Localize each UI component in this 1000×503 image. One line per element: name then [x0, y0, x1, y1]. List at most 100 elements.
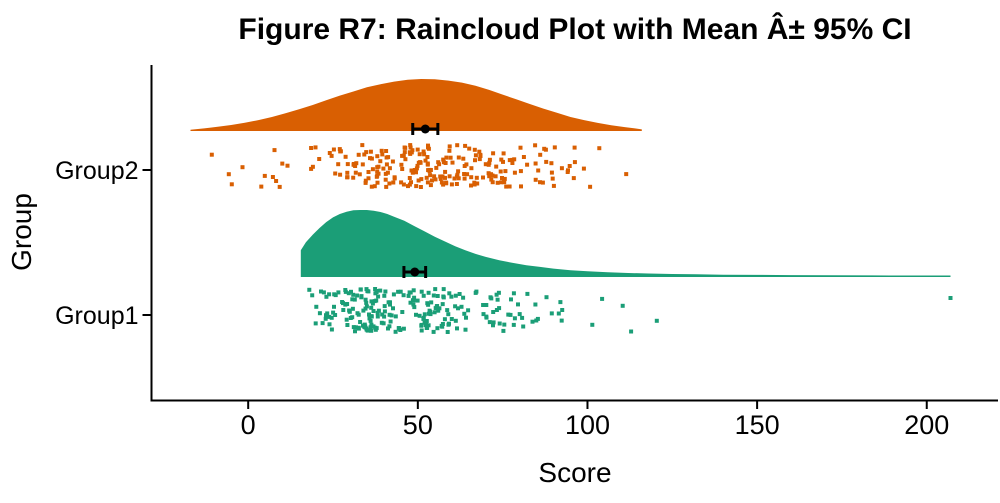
data-point — [378, 288, 383, 293]
data-point — [455, 326, 459, 331]
data-point — [422, 312, 427, 317]
x-tick-label: 50 — [403, 410, 433, 440]
data-point — [517, 312, 522, 317]
data-point — [369, 322, 374, 327]
data-point — [346, 291, 351, 296]
data-point — [376, 308, 381, 313]
chart-title: Figure R7: Raincloud Plot with Mean Â± 9… — [238, 13, 912, 46]
data-point — [491, 151, 496, 156]
data-point — [462, 176, 467, 181]
data-point — [313, 145, 318, 150]
data-point — [382, 314, 387, 319]
data-point — [519, 184, 523, 189]
data-point — [462, 164, 467, 168]
data-point — [435, 294, 440, 298]
data-point — [429, 300, 434, 305]
data-point — [494, 164, 499, 169]
data-point — [436, 308, 441, 313]
data-point — [571, 176, 576, 181]
x-tick-label: 150 — [735, 410, 780, 440]
errorbar-group2 — [411, 123, 440, 135]
data-point — [507, 184, 512, 189]
data-point — [520, 315, 525, 320]
data-point — [348, 316, 353, 320]
data-point — [511, 291, 516, 296]
data-point — [384, 184, 389, 189]
data-point — [450, 160, 455, 165]
data-point — [333, 313, 338, 317]
data-point — [345, 170, 350, 175]
data-point — [433, 306, 438, 311]
data-point — [345, 302, 350, 306]
data-point — [494, 292, 499, 297]
data-point — [387, 312, 392, 317]
data-point — [486, 171, 491, 176]
data-point — [386, 326, 390, 331]
data-point — [456, 176, 461, 181]
data-point — [270, 175, 275, 179]
data-point — [501, 159, 505, 164]
data-point — [425, 301, 430, 306]
data-point — [398, 289, 403, 294]
data-point — [364, 287, 369, 292]
data-point — [363, 178, 368, 183]
data-point — [407, 150, 412, 155]
data-point — [473, 290, 478, 295]
data-point — [350, 306, 355, 311]
data-point — [363, 180, 368, 185]
data-point — [408, 143, 413, 148]
data-point — [327, 151, 332, 155]
data-point — [401, 293, 406, 298]
data-point — [387, 166, 392, 171]
data-point — [375, 154, 380, 159]
data-point — [469, 183, 473, 188]
data-point — [441, 295, 446, 300]
data-point — [415, 163, 420, 168]
data-point — [416, 178, 421, 183]
data-point — [422, 320, 427, 325]
data-point — [360, 162, 365, 167]
data-point — [629, 329, 634, 334]
data-point — [489, 177, 494, 182]
data-point — [343, 154, 348, 159]
data-point — [364, 304, 369, 309]
data-point — [410, 148, 415, 153]
data-point — [401, 326, 406, 331]
data-point — [399, 162, 404, 167]
data-point — [486, 162, 491, 167]
data-point — [477, 149, 482, 154]
data-point — [495, 180, 500, 185]
data-point — [484, 315, 489, 320]
data-point — [438, 174, 443, 179]
data-point — [549, 311, 554, 316]
data-point — [368, 149, 373, 154]
data-point — [558, 300, 563, 305]
data-point — [501, 328, 506, 333]
data-point — [366, 176, 371, 181]
data-point — [392, 175, 397, 180]
data-point — [375, 173, 380, 178]
data-point — [445, 330, 450, 334]
data-point — [440, 174, 445, 179]
data-point — [510, 161, 515, 165]
data-point — [353, 329, 357, 334]
data-point — [353, 325, 358, 330]
data-point — [324, 313, 328, 318]
data-point — [371, 309, 376, 313]
data-point — [415, 298, 420, 303]
data-point — [320, 321, 325, 326]
data-point — [351, 292, 356, 297]
data-point — [500, 176, 504, 180]
data-point — [333, 293, 338, 298]
data-point — [327, 314, 332, 319]
data-point — [358, 287, 363, 292]
data-point — [414, 312, 418, 317]
data-point — [367, 312, 371, 317]
data-point — [229, 182, 234, 187]
data-point — [426, 323, 431, 328]
data-point — [333, 171, 338, 176]
data-point — [357, 172, 362, 177]
data-point — [345, 162, 350, 167]
data-point — [370, 167, 375, 172]
data-point — [376, 294, 381, 299]
